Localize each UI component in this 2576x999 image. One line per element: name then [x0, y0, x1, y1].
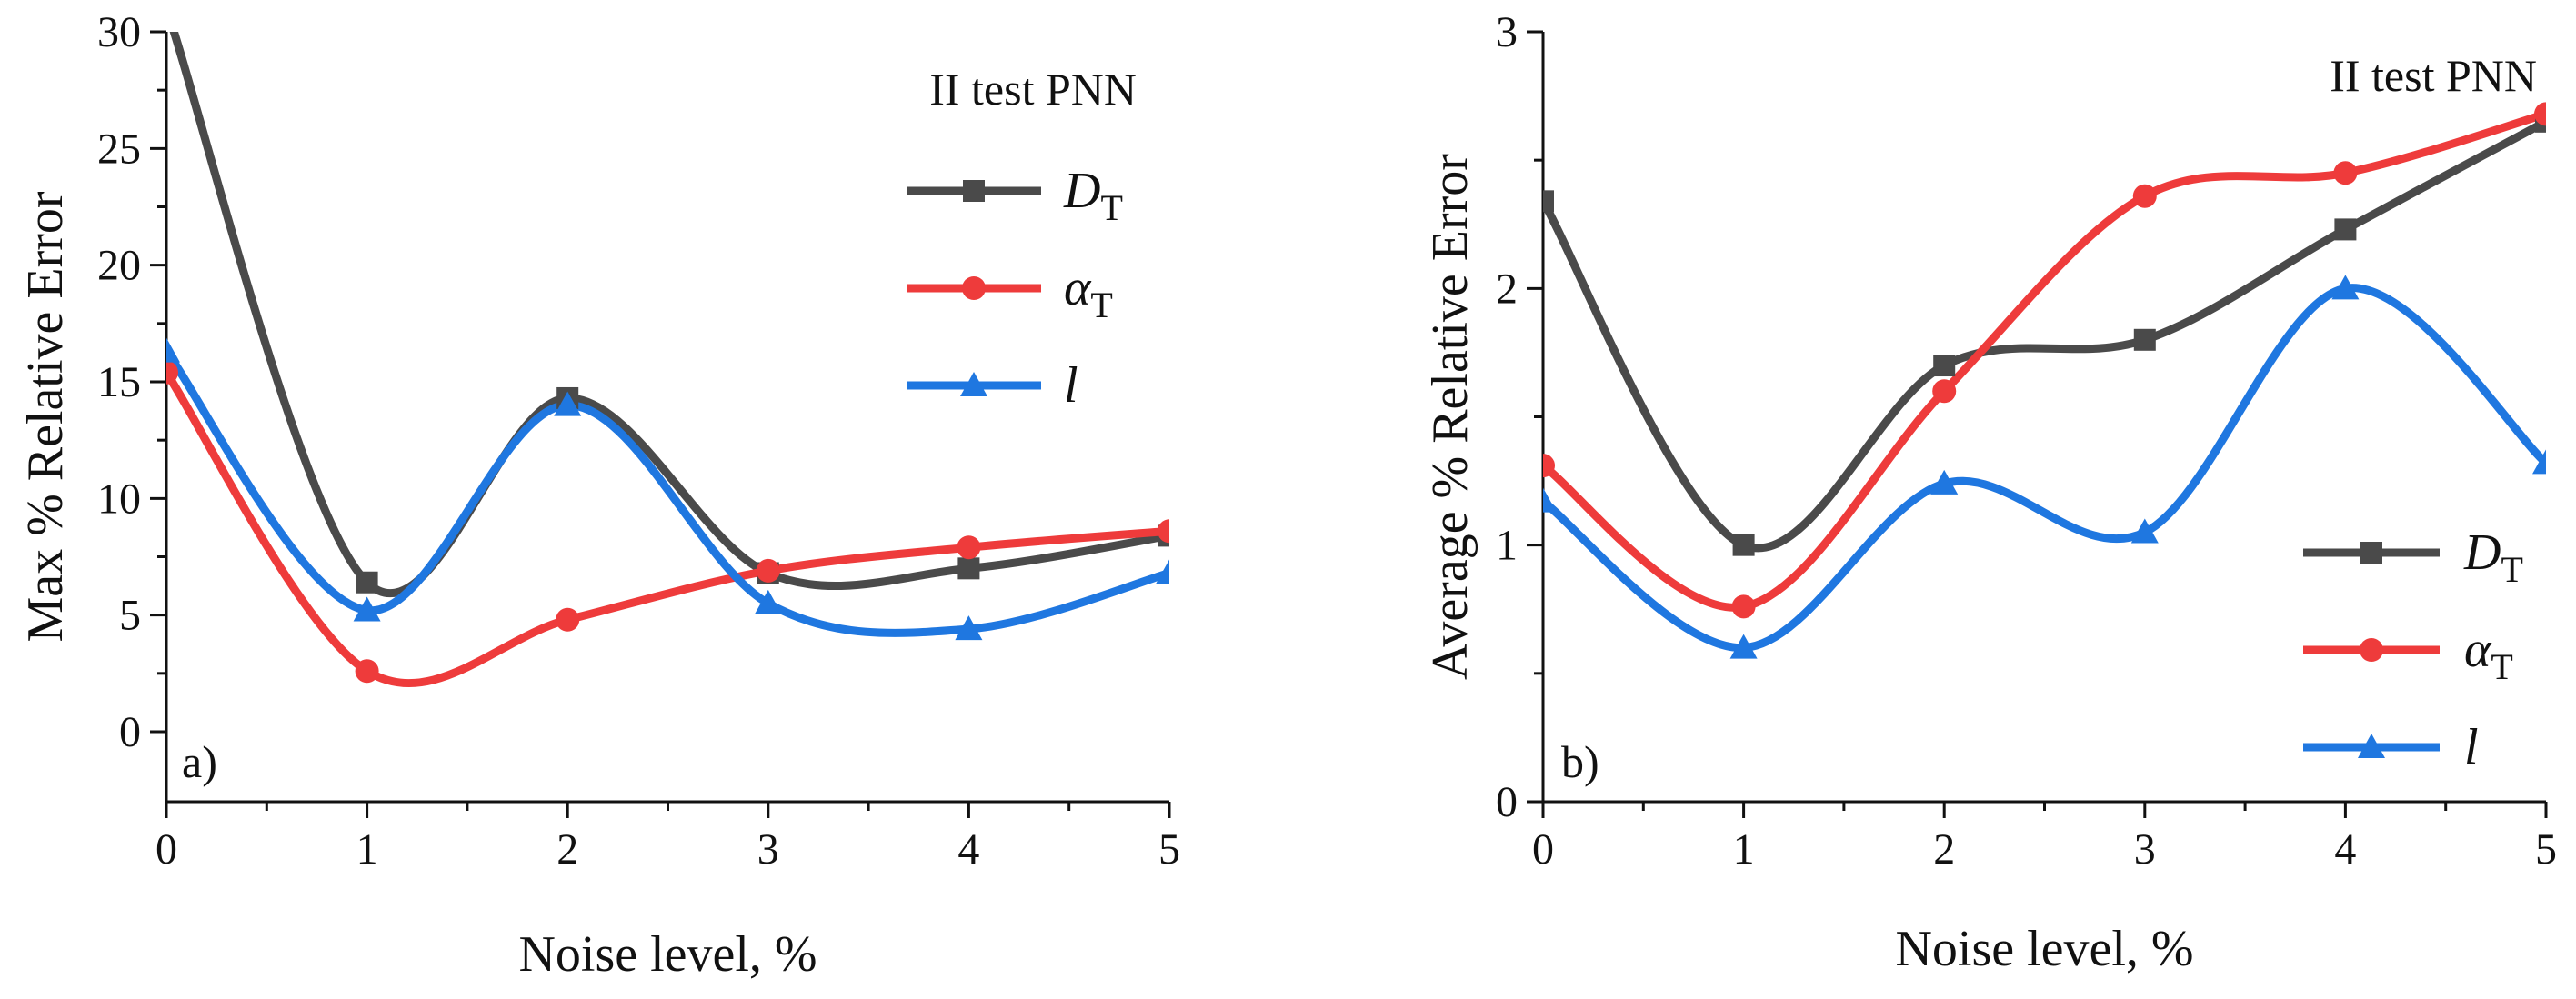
data-point — [1156, 559, 1169, 584]
x-tick-label: 0 — [155, 825, 177, 874]
legend-marker — [2360, 542, 2382, 564]
x-tick-label: 5 — [1158, 825, 1180, 874]
data-point — [166, 360, 178, 385]
legend-subscript: T — [1100, 187, 1122, 228]
data-point — [1732, 534, 1755, 556]
data-point — [1543, 454, 1555, 478]
data-point — [957, 557, 980, 580]
chart-panel-2: 0 1 2 3 4 5 0 1 2 3 Noise level, % Average % Relati… — [1422, 8, 2557, 977]
legend-label: DT — [2463, 524, 2523, 590]
x-axis-title: Noise level, % — [518, 926, 817, 983]
y-tick-label: 30 — [97, 8, 141, 56]
legend-label: l — [1064, 357, 1078, 414]
legend-label: l — [2464, 719, 2479, 775]
series-line-1 — [1543, 117, 2546, 553]
y-tick-label: 5 — [119, 592, 141, 640]
x-tick-label: 4 — [957, 825, 979, 874]
annotation-text: II test PNN — [2330, 50, 2537, 101]
legend-label: αT — [2464, 622, 2513, 687]
data-point — [2132, 184, 2157, 208]
legend-marker — [2358, 734, 2385, 758]
data-point — [356, 571, 378, 594]
data-point — [2534, 102, 2546, 126]
legend-subscript: T — [2491, 646, 2512, 687]
legend-marker — [2360, 638, 2383, 662]
legend-label: αT — [1064, 260, 1113, 325]
data-point — [2331, 275, 2360, 300]
x-tick-label: 0 — [1532, 825, 1554, 874]
x-tick-label: 5 — [2535, 825, 2557, 874]
data-point — [2130, 518, 2159, 544]
data-point — [1158, 519, 1169, 544]
data-point — [1543, 190, 1554, 213]
data-point — [1932, 379, 1957, 404]
data-point — [957, 535, 981, 560]
x-axis-title: Noise level, % — [1895, 921, 2193, 977]
data-point — [556, 607, 580, 632]
y-tick-label: 0 — [119, 708, 141, 756]
panel-label: b) — [1561, 736, 1599, 787]
chart-panel-1: 0 1 2 3 4 5 0 5 10 15 20 25 30 Noise level, % Max % Re… — [17, 0, 1180, 983]
data-point — [2333, 161, 2358, 185]
x-tick-label: 2 — [556, 825, 578, 874]
data-point — [1731, 594, 1756, 619]
y-axis-title: Max % Relative Error — [17, 191, 74, 642]
y-tick-label: 20 — [97, 242, 141, 290]
legend-marker — [960, 372, 987, 396]
data-point — [1933, 355, 1956, 377]
data-point — [2334, 218, 2357, 241]
plot-area — [155, 0, 1169, 687]
y-tick-label: 0 — [1496, 778, 1518, 826]
annotation-text: II test PNN — [929, 64, 1137, 115]
data-point — [1930, 469, 1959, 495]
x-tick-label: 1 — [1733, 825, 1755, 874]
data-point — [554, 391, 582, 416]
series-line-2 — [166, 368, 1169, 687]
y-tick-label: 15 — [97, 358, 141, 406]
x-tick-label: 1 — [356, 825, 378, 874]
data-point — [155, 0, 177, 19]
y-tick-label: 1 — [1496, 522, 1518, 570]
x-tick-label: 4 — [2334, 825, 2356, 874]
data-point — [166, 337, 180, 363]
y-axis-title: Average % Relative Error — [1422, 154, 1478, 680]
legend: DT αT l — [907, 163, 1123, 414]
legend-subscript: T — [1090, 285, 1112, 325]
legend-marker — [962, 276, 986, 300]
legend-marker — [963, 180, 985, 202]
data-point — [2133, 328, 2156, 351]
series-line-2 — [1543, 109, 2546, 612]
data-point — [1543, 487, 1557, 513]
x-tick-label: 2 — [1933, 825, 1955, 874]
data-point — [955, 615, 983, 641]
panel-label: a) — [182, 736, 217, 787]
data-point — [355, 659, 379, 684]
data-point — [756, 558, 780, 583]
data-point — [2532, 449, 2546, 475]
x-tick-label: 3 — [757, 825, 779, 874]
data-point — [1729, 634, 1758, 659]
data-point — [353, 596, 381, 622]
y-tick-label: 25 — [97, 125, 141, 173]
legend: DT αT l — [2303, 524, 2523, 775]
plot-area — [1543, 102, 2546, 659]
data-point — [754, 589, 782, 614]
x-tick-label: 3 — [2134, 825, 2156, 874]
legend-label: DT — [1063, 163, 1123, 228]
legend-subscript: T — [2501, 549, 2522, 590]
y-tick-label: 2 — [1496, 265, 1518, 313]
y-tick-label: 10 — [97, 475, 141, 523]
y-tick-label: 3 — [1496, 8, 1518, 56]
series-line-3 — [1543, 284, 2546, 653]
